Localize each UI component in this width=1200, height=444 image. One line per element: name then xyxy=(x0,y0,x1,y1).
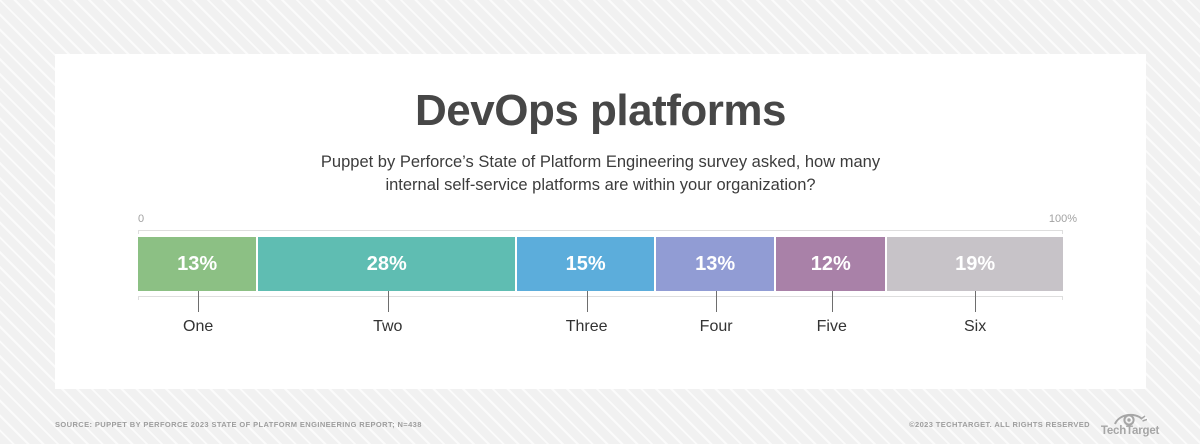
segment-value-label: 19% xyxy=(955,252,996,275)
chart-subtitle-line-2: internal self-service platforms are with… xyxy=(385,176,816,194)
tick-mark-five xyxy=(831,291,833,312)
category-label-two: Two xyxy=(373,318,403,335)
tick-mark-four xyxy=(716,291,718,312)
axis-max-label: 100% xyxy=(1048,213,1077,225)
axis-line-top xyxy=(138,230,1063,234)
bar-segment-three: 15% xyxy=(517,237,656,291)
axis-min-label: 0 xyxy=(138,213,145,225)
axis-endtick-left xyxy=(138,296,139,300)
bar-segment-five: 12% xyxy=(776,237,888,291)
segment-value-label: 12% xyxy=(810,252,851,275)
chart-card: DevOps platforms Puppet by Perforce’s St… xyxy=(55,54,1146,389)
source-note: SOURCE: PUPPET BY PERFORCE 2023 STATE OF… xyxy=(55,419,422,429)
bar-segments: 13% 28% 15% 13% 12% 19% xyxy=(138,237,1063,291)
tick-mark-one xyxy=(198,291,200,312)
bar-segment-six: 19% xyxy=(887,237,1063,291)
axis-endtick-left xyxy=(138,230,139,234)
segment-value-label: 15% xyxy=(565,252,606,275)
category-label-one: One xyxy=(183,318,214,335)
axis-endtick-right xyxy=(1062,230,1063,234)
category-label-three: Three xyxy=(565,318,608,335)
segment-value-label: 28% xyxy=(366,252,407,275)
tick-mark-two xyxy=(387,291,389,312)
bar-segment-one: 13% xyxy=(138,237,259,291)
segment-value-label: 13% xyxy=(695,252,736,275)
chart-subtitle: Puppet by Perforce’s State of Platform E… xyxy=(55,151,1146,197)
category-label-four: Four xyxy=(699,318,733,335)
eye-icon xyxy=(1114,413,1147,426)
category-label-six: Six xyxy=(964,318,987,335)
bar-segment-four: 13% xyxy=(656,237,777,291)
tick-mark-six xyxy=(975,291,977,312)
axis-line-bottom xyxy=(138,296,1063,300)
category-label-five: Five xyxy=(816,318,847,335)
techtarget-wordmark: TechTarget xyxy=(1100,425,1160,437)
chart-subtitle-line-1: Puppet by Perforce’s State of Platform E… xyxy=(320,153,881,171)
category-labels: One Two Three Four Five Six xyxy=(138,317,1063,337)
chart-title: DevOps platforms xyxy=(415,86,786,135)
techtarget-logo: TechTarget xyxy=(1099,411,1161,437)
footer-right: ©2023 TECHTARGET. ALL RIGHTS RESERVED Te… xyxy=(909,411,1161,437)
axis-labels-row: 0 100% xyxy=(138,213,1077,226)
tick-mark-three xyxy=(586,291,588,312)
category-ticks xyxy=(138,291,1063,317)
footer: SOURCE: PUPPET BY PERFORCE 2023 STATE OF… xyxy=(55,410,1161,438)
copyright-note: ©2023 TECHTARGET. ALL RIGHTS RESERVED xyxy=(909,419,1090,429)
bar-segment-two: 28% xyxy=(258,237,518,291)
stacked-bar-chart: 0 100% 13% 28% 15% 13% 12% 19% One Two Three Fou… xyxy=(138,213,1077,337)
segment-value-label: 13% xyxy=(177,252,218,275)
axis-endtick-right xyxy=(1062,296,1063,300)
